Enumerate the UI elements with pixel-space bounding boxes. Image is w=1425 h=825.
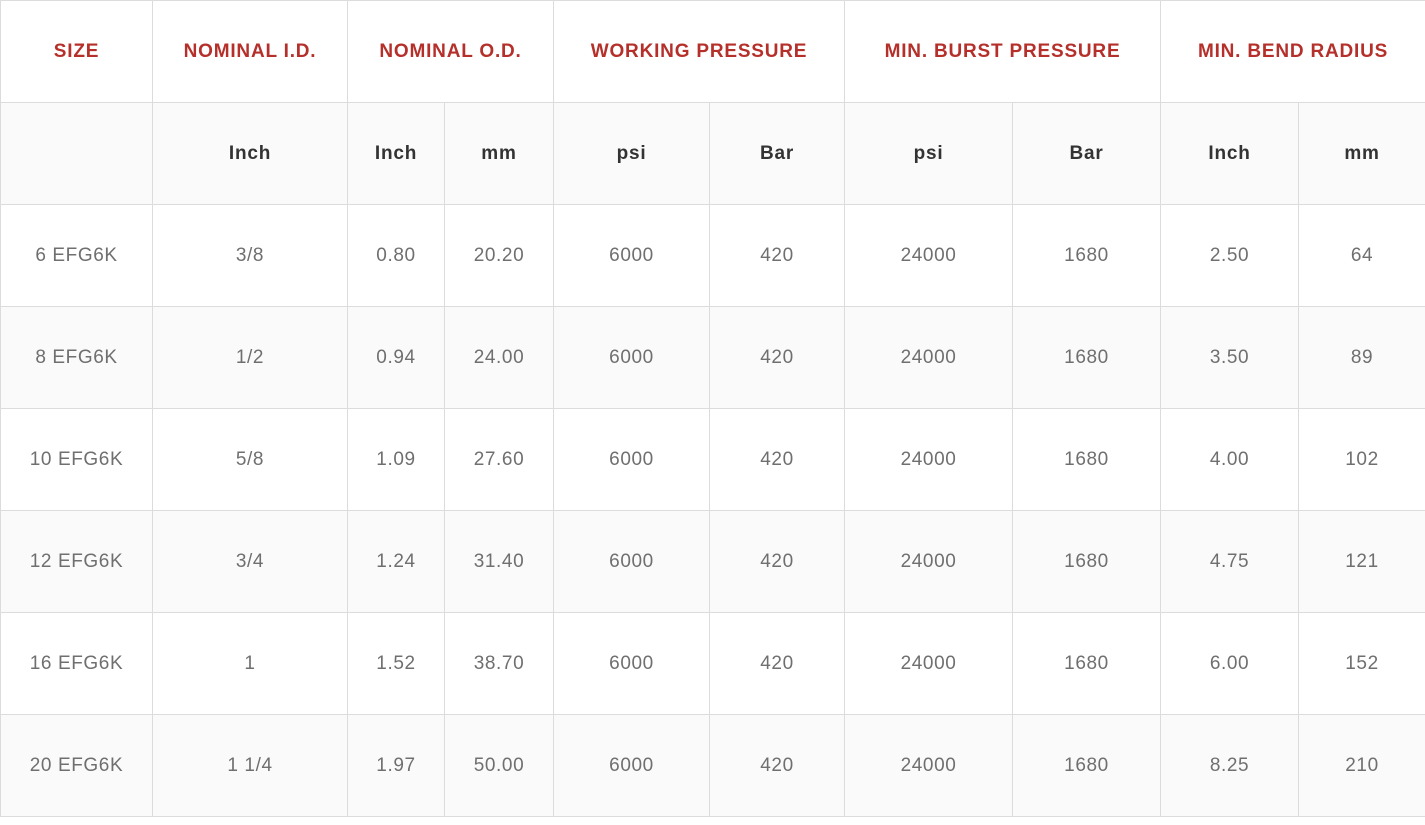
cell-size: 12 EFG6K — [0, 510, 153, 613]
cell-nominal-id-inch: 1/2 — [152, 306, 348, 409]
unit-cell: Bar — [1012, 102, 1162, 205]
unit-cell: psi — [553, 102, 710, 205]
cell-burst-pressure-psi: 24000 — [844, 408, 1014, 511]
cell-working-pressure-bar: 420 — [708, 714, 846, 817]
cell-size: 16 EFG6K — [0, 612, 153, 715]
cell-bend-radius-inch: 6.00 — [1160, 612, 1300, 715]
cell-burst-pressure-bar: 1680 — [1012, 306, 1162, 409]
header-working-pressure: WORKING PRESSURE — [552, 0, 846, 103]
unit-cell: Bar — [708, 102, 846, 205]
cell-nominal-od-mm: 31.40 — [444, 510, 554, 613]
cell-nominal-id-inch: 5/8 — [152, 408, 348, 511]
cell-bend-radius-mm: 64 — [1298, 204, 1425, 307]
cell-burst-pressure-psi: 24000 — [844, 204, 1014, 307]
unit-cell: psi — [844, 102, 1014, 205]
header-min-bend-radius: MIN. BEND RADIUS — [1160, 0, 1425, 103]
cell-working-pressure-bar: 420 — [708, 612, 846, 715]
table-row: 8 EFG6K 1/2 0.94 24.00 6000 420 24000 16… — [0, 306, 1425, 409]
cell-working-pressure-psi: 6000 — [553, 408, 710, 511]
cell-nominal-od-mm: 20.20 — [444, 204, 554, 307]
cell-burst-pressure-psi: 24000 — [844, 510, 1014, 613]
cell-size: 6 EFG6K — [0, 204, 153, 307]
cell-working-pressure-bar: 420 — [708, 204, 846, 307]
unit-cell: mm — [1298, 102, 1425, 205]
cell-nominal-od-mm: 50.00 — [444, 714, 554, 817]
cell-bend-radius-mm: 89 — [1298, 306, 1425, 409]
cell-burst-pressure-bar: 1680 — [1012, 510, 1162, 613]
cell-size: 10 EFG6K — [0, 408, 153, 511]
group-header-row: SIZE NOMINAL I.D. NOMINAL O.D. WORKING P… — [0, 0, 1425, 103]
cell-burst-pressure-psi: 24000 — [844, 714, 1014, 817]
unit-cell: Inch — [347, 102, 445, 205]
cell-nominal-id-inch: 1 — [152, 612, 348, 715]
cell-bend-radius-inch: 4.00 — [1160, 408, 1300, 511]
cell-bend-radius-mm: 102 — [1298, 408, 1425, 511]
cell-working-pressure-psi: 6000 — [553, 612, 710, 715]
cell-bend-radius-inch: 4.75 — [1160, 510, 1300, 613]
cell-nominal-od-mm: 27.60 — [444, 408, 554, 511]
cell-nominal-od-inch: 0.94 — [347, 306, 445, 409]
cell-working-pressure-psi: 6000 — [553, 204, 710, 307]
cell-working-pressure-psi: 6000 — [553, 306, 710, 409]
cell-burst-pressure-psi: 24000 — [844, 306, 1014, 409]
table-row: 10 EFG6K 5/8 1.09 27.60 6000 420 24000 1… — [0, 408, 1425, 511]
cell-bend-radius-inch: 8.25 — [1160, 714, 1300, 817]
cell-working-pressure-psi: 6000 — [553, 714, 710, 817]
cell-size: 20 EFG6K — [0, 714, 153, 817]
cell-working-pressure-psi: 6000 — [553, 510, 710, 613]
header-min-burst-pressure: MIN. BURST PRESSURE — [844, 0, 1162, 103]
table-row: 12 EFG6K 3/4 1.24 31.40 6000 420 24000 1… — [0, 510, 1425, 613]
table-row: 6 EFG6K 3/8 0.80 20.20 6000 420 24000 16… — [0, 204, 1425, 307]
cell-burst-pressure-bar: 1680 — [1012, 204, 1162, 307]
cell-nominal-od-mm: 24.00 — [444, 306, 554, 409]
cell-nominal-od-inch: 1.09 — [347, 408, 445, 511]
unit-cell — [0, 102, 153, 205]
unit-cell: mm — [444, 102, 554, 205]
cell-working-pressure-bar: 420 — [708, 510, 846, 613]
header-nominal-od: NOMINAL O.D. — [347, 0, 554, 103]
unit-cell: Inch — [1160, 102, 1300, 205]
cell-nominal-od-inch: 0.80 — [347, 204, 445, 307]
cell-nominal-id-inch: 3/4 — [152, 510, 348, 613]
cell-burst-pressure-psi: 24000 — [844, 612, 1014, 715]
cell-nominal-id-inch: 1 1/4 — [152, 714, 348, 817]
cell-bend-radius-inch: 2.50 — [1160, 204, 1300, 307]
cell-nominal-id-inch: 3/8 — [152, 204, 348, 307]
cell-bend-radius-mm: 152 — [1298, 612, 1425, 715]
cell-burst-pressure-bar: 1680 — [1012, 612, 1162, 715]
cell-bend-radius-inch: 3.50 — [1160, 306, 1300, 409]
cell-working-pressure-bar: 420 — [708, 306, 846, 409]
cell-nominal-od-inch: 1.97 — [347, 714, 445, 817]
cell-bend-radius-mm: 121 — [1298, 510, 1425, 613]
header-nominal-id: NOMINAL I.D. — [152, 0, 348, 103]
cell-size: 8 EFG6K — [0, 306, 153, 409]
cell-working-pressure-bar: 420 — [708, 408, 846, 511]
cell-bend-radius-mm: 210 — [1298, 714, 1425, 817]
header-size: SIZE — [0, 0, 153, 103]
table-row: 16 EFG6K 1 1.52 38.70 6000 420 24000 168… — [0, 612, 1425, 715]
cell-nominal-od-inch: 1.24 — [347, 510, 445, 613]
cell-burst-pressure-bar: 1680 — [1012, 714, 1162, 817]
unit-cell: Inch — [152, 102, 348, 205]
cell-nominal-od-inch: 1.52 — [347, 612, 445, 715]
cell-burst-pressure-bar: 1680 — [1012, 408, 1162, 511]
cell-nominal-od-mm: 38.70 — [444, 612, 554, 715]
table-row: 20 EFG6K 1 1/4 1.97 50.00 6000 420 24000… — [0, 714, 1425, 817]
unit-header-row: Inch Inch mm psi Bar psi Bar Inch mm — [0, 102, 1425, 205]
